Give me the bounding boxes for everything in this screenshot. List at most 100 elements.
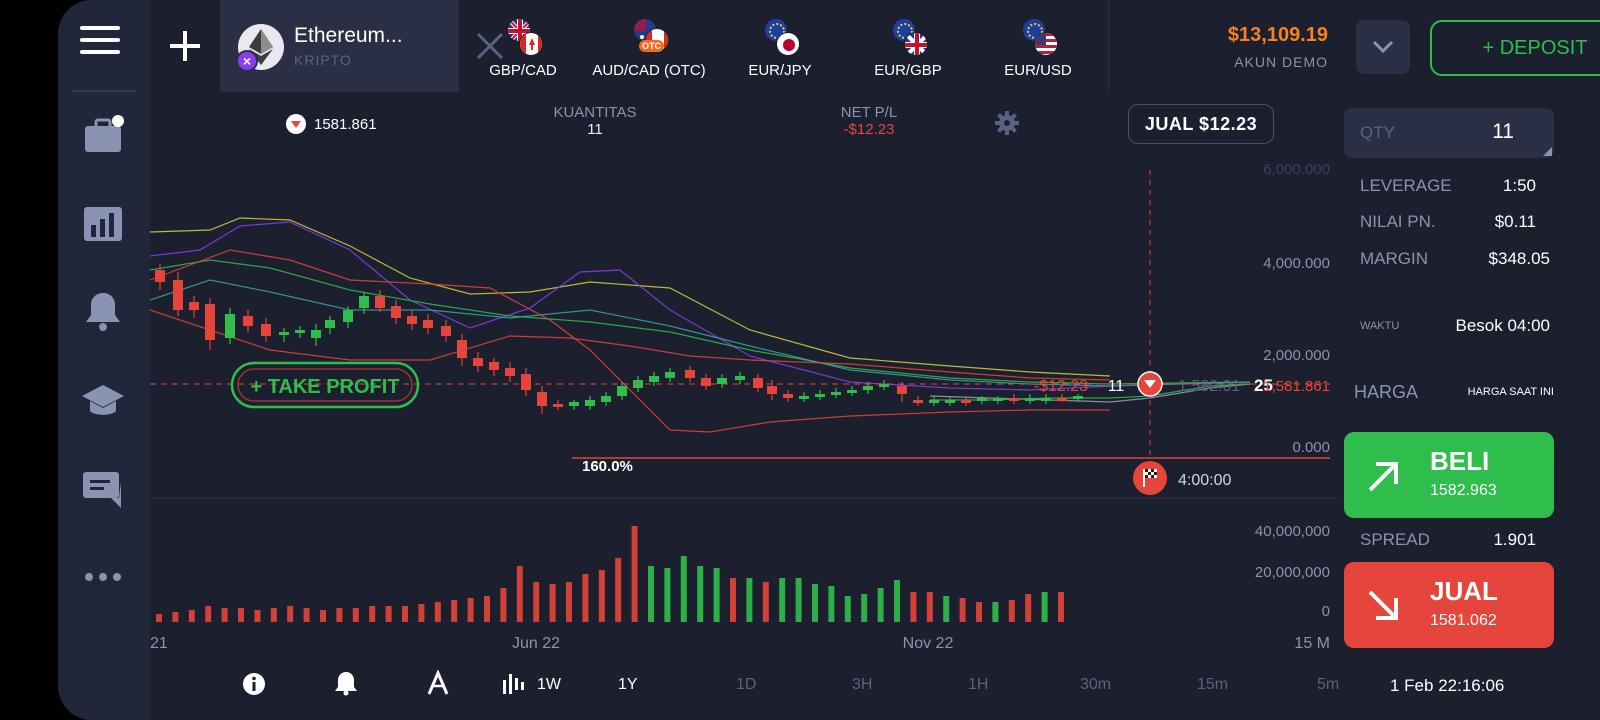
deposit-button[interactable]: + DEPOSIT — [1430, 20, 1600, 76]
candle-type-icon[interactable] — [502, 672, 526, 694]
indicator-lines — [149, 217, 1251, 433]
volume-bar — [188, 610, 195, 622]
candle-body — [295, 330, 305, 333]
volume-bar — [615, 558, 622, 622]
qty-value: 11 — [1492, 120, 1514, 143]
education-cap-icon[interactable] — [80, 378, 126, 424]
bottom-toolbar: 1W 1Y 1D 3H 1H 30m 15m 5m 1 Feb 22:16:06 — [150, 662, 1600, 720]
candle-body — [173, 280, 183, 310]
candle-body — [601, 396, 611, 402]
candle-body — [913, 400, 923, 403]
account-type[interactable]: AKUN DEMO — [1234, 54, 1328, 70]
candle-body — [457, 340, 467, 358]
quantity-value: 11 — [587, 121, 603, 138]
candle-body — [423, 320, 433, 328]
price-chart[interactable]: 6,000.000 4,000.000 2,000.000 0.000 + TA… — [149, 160, 1340, 662]
candle-body — [441, 326, 451, 336]
chat-icon[interactable] — [80, 466, 126, 512]
timeframe-30m[interactable]: 30m — [1080, 676, 1112, 693]
quantity-input[interactable]: QTY 11 — [1344, 108, 1554, 158]
pair-label: GBP/CAD — [489, 62, 557, 79]
candle-body — [325, 320, 335, 328]
pair-tab-eur-gbp[interactable]: EUR/GBP — [846, 0, 970, 92]
drawing-tools-icon[interactable] — [426, 670, 450, 696]
candle-body — [617, 386, 627, 396]
x-tick: Nov 22 — [903, 635, 954, 652]
volume-bar — [516, 566, 523, 622]
take-profit-button[interactable]: + TAKE PROFIT — [230, 361, 420, 409]
leverage-label: LEVERAGE — [1360, 176, 1452, 195]
top-bar: × Ethereum... KRIPTO GBP/CAD OTC AUD/CAD… — [150, 0, 1600, 92]
volume-bar — [254, 610, 261, 622]
candle-body — [569, 402, 579, 406]
candle-body — [685, 370, 695, 378]
timeframe-5m[interactable]: 5m — [1317, 676, 1340, 693]
volume-bar — [287, 606, 294, 622]
volume-bar — [451, 600, 458, 622]
sell-button[interactable]: JUAL 1581.062 — [1344, 562, 1554, 648]
volume-bar — [172, 612, 179, 622]
bell-icon[interactable] — [80, 288, 126, 334]
crypto-badge-icon: × — [236, 50, 258, 72]
timeframe-1d[interactable]: 1D — [736, 676, 757, 693]
sell-price: 1581.062 — [1430, 612, 1497, 629]
timeframe-1y[interactable]: 1Y — [618, 676, 638, 693]
sell-position-marker-icon[interactable] — [1137, 371, 1163, 397]
otc-badge: OTC — [639, 40, 664, 52]
more-dots-icon[interactable] — [80, 554, 126, 600]
alert-bell-icon[interactable] — [334, 670, 358, 696]
candle-body — [1041, 398, 1051, 401]
candle-body — [473, 358, 483, 366]
volume-bar — [352, 608, 359, 622]
volume-bar — [1025, 594, 1032, 622]
volume-bar — [828, 586, 835, 622]
pair-label: EUR/JPY — [748, 62, 812, 79]
account-dropdown-button[interactable] — [1356, 20, 1410, 74]
position-info-bar: 1581.861 KUANTITAS 11 NET P/L -$12.23 JU… — [150, 92, 1340, 162]
asset-category: KRIPTO — [294, 52, 352, 68]
timeframe-3h[interactable]: 3H — [852, 676, 873, 693]
net-pl-label: NET P/L — [840, 104, 898, 121]
account-balance[interactable]: $13,109.19 — [1227, 24, 1328, 46]
volume-bar — [959, 598, 966, 622]
asset-name: Ethereum... — [294, 24, 403, 47]
timeframe-1h[interactable]: 1H — [968, 676, 989, 693]
position-quantity: KUANTITAS 11 — [540, 104, 650, 138]
pair-tab-gbp-cad[interactable]: GBP/CAD — [468, 0, 578, 92]
hamburger-menu-icon[interactable] — [80, 26, 120, 62]
active-asset-tab[interactable]: × Ethereum... KRIPTO — [220, 0, 504, 92]
candle-body — [897, 386, 907, 394]
volume-bar — [484, 596, 490, 622]
volume-tick: 20,000,000 — [1255, 564, 1330, 581]
volume-bar — [336, 608, 343, 622]
timeframe-15m[interactable]: 15m — [1197, 676, 1229, 693]
add-asset-button[interactable] — [150, 0, 220, 92]
volume-bar — [1008, 600, 1015, 622]
finish-flag-icon[interactable] — [1133, 461, 1167, 495]
candle-body — [189, 302, 199, 310]
timeframe-1w[interactable]: 1W — [537, 676, 561, 693]
volume-bar — [467, 598, 474, 622]
chart-stats-icon[interactable] — [80, 200, 126, 246]
volume-bar — [1041, 592, 1048, 622]
candle-body — [243, 316, 253, 326]
candle-body — [961, 400, 971, 403]
x-tick: 15 M — [1294, 635, 1330, 652]
pair-tab-eur-jpy[interactable]: EUR/JPY — [720, 0, 840, 92]
pair-tab-eur-usd[interactable]: EUR/USD — [976, 0, 1100, 92]
candle-body — [993, 398, 1003, 401]
volume-tick: 0 — [1322, 603, 1330, 620]
volume-bar — [664, 568, 671, 622]
gear-icon[interactable] — [994, 110, 1020, 136]
position-open-price[interactable]: 1581.861 — [286, 114, 377, 134]
close-position-sell-button[interactable]: JUAL $12.23 — [1128, 104, 1274, 144]
portfolio-icon[interactable] — [80, 112, 126, 158]
pair-tab-aud-cad-otc[interactable]: OTC AUD/CAD (OTC) — [582, 0, 716, 92]
info-icon[interactable] — [242, 672, 266, 696]
volume-bar — [910, 592, 917, 622]
buy-button[interactable]: BELI 1582.963 — [1344, 432, 1554, 518]
indicator-line — [149, 217, 1111, 377]
chart-canvas[interactable]: 6,000.000 4,000.000 2,000.000 0.000 + TA… — [149, 160, 1340, 662]
close-tab-icon[interactable] — [472, 26, 508, 66]
candle-body — [585, 400, 595, 406]
